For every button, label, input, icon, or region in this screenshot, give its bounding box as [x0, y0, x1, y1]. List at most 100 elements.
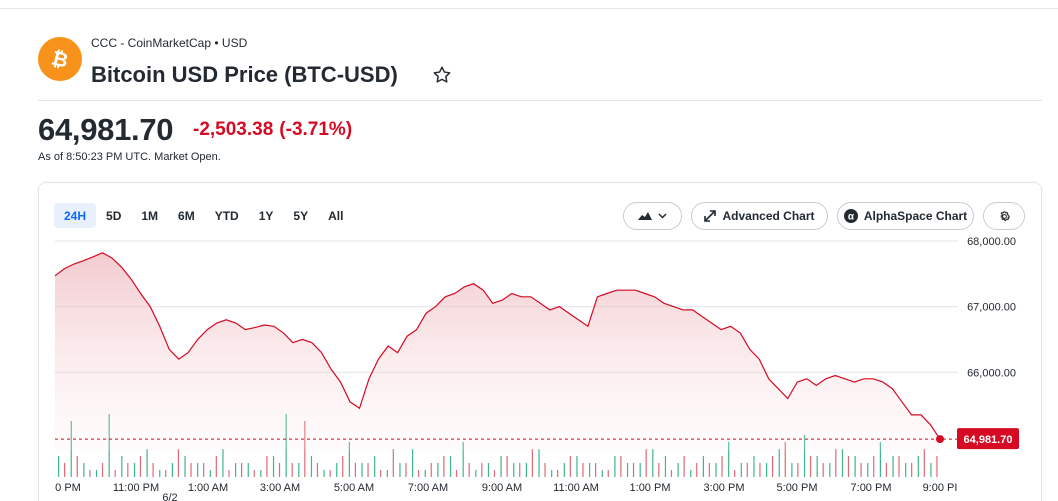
volume-bar	[159, 470, 161, 477]
volume-bar	[58, 456, 60, 477]
volume-bar	[76, 456, 78, 477]
range-all[interactable]: All	[328, 208, 344, 223]
volume-bar	[95, 470, 98, 477]
chart-settings-button[interactable]	[983, 202, 1025, 230]
market-status: As of 8:50:23 PM UTC. Market Open.	[38, 151, 221, 163]
volume-bar	[936, 456, 938, 477]
date-label: 6/2	[162, 492, 177, 501]
price-line	[54, 252, 941, 440]
x-tick-label: 5:00 AM	[334, 482, 374, 494]
chevron-down-icon	[658, 213, 667, 219]
svg-text:α: α	[848, 212, 855, 223]
volume-bar	[146, 449, 148, 477]
advanced-chart-button[interactable]: Advanced Chart	[691, 202, 828, 230]
volume-bar	[867, 463, 869, 477]
volume-bar	[253, 470, 255, 477]
volume-bar	[348, 442, 350, 477]
volume-bar	[139, 456, 142, 477]
volume-bar	[557, 470, 559, 477]
volume-bar	[519, 463, 521, 477]
expand-icon	[704, 210, 717, 222]
volume-bar	[728, 442, 730, 477]
volume-bar	[544, 463, 546, 477]
volume-bar	[803, 435, 806, 477]
x-tick-label: 3:00 AM	[260, 482, 300, 494]
watchlist-star-icon[interactable]	[431, 64, 453, 86]
volume-bar	[892, 456, 894, 477]
x-tick-label: 1:00 AM	[188, 482, 228, 494]
volume-bar	[133, 463, 136, 477]
volume-bar	[367, 463, 369, 477]
y-tick-label: 68,000.00	[967, 236, 1016, 248]
price-change-percent: (-3.71%)	[279, 119, 353, 140]
last-price-label: 64,981.70	[964, 434, 1013, 446]
volume-bar	[658, 463, 660, 477]
volume-bar	[923, 449, 925, 477]
x-tick-label: 0 PM	[55, 482, 81, 494]
volume-bar	[83, 463, 85, 477]
volume-bar	[620, 456, 622, 477]
y-tick-label: 67,000.00	[967, 302, 1016, 314]
volume-bar	[342, 456, 344, 477]
volume-bar	[759, 463, 761, 477]
volume-bar	[835, 449, 837, 477]
volume-bar	[184, 456, 186, 477]
volume-bar	[778, 449, 780, 477]
volume-bar	[506, 456, 508, 477]
top-divider	[0, 8, 1058, 9]
range-24h[interactable]: 24H	[54, 203, 97, 228]
gear-icon	[999, 210, 1010, 221]
x-tick-label: 3:00 PM	[704, 482, 745, 494]
volume-bar	[291, 463, 293, 477]
volume-bar	[664, 456, 667, 477]
volume-bar	[690, 470, 692, 477]
volume-bar	[310, 456, 313, 477]
volume-bar	[235, 463, 237, 477]
volume-bar	[626, 463, 629, 477]
volume-bar	[582, 463, 584, 477]
volume-bar	[487, 463, 490, 477]
volume-bar	[399, 463, 401, 477]
chart-type-dropdown[interactable]	[623, 202, 682, 230]
volume-bar	[114, 470, 116, 477]
volume-bar	[670, 470, 673, 477]
price-change: -2,503.38 (-3.71%)	[193, 119, 352, 141]
volume-bar	[89, 470, 91, 477]
mountain-chart-icon	[638, 212, 652, 220]
range-5d[interactable]: 5D	[106, 208, 122, 223]
volume-bar	[481, 463, 483, 477]
volume-bar	[215, 456, 217, 477]
volume-bar	[569, 456, 571, 477]
range-5y[interactable]: 5Y	[293, 208, 309, 223]
page-title: Bitcoin USD Price (BTC-USD)	[91, 62, 398, 87]
volume-bar	[905, 463, 907, 477]
volume-bar	[860, 463, 862, 477]
volume-bar	[260, 470, 262, 477]
alphaspace-icon: α	[843, 209, 858, 223]
range-selector: 24H 5D 1M 6M YTD 1Y 5Y All	[54, 203, 353, 228]
volume-bar	[632, 463, 635, 477]
volume-bar	[101, 463, 104, 477]
volume-bar	[197, 463, 199, 477]
range-ytd[interactable]: YTD	[214, 208, 239, 223]
x-tick-label: 7:00 PM	[851, 482, 892, 494]
volume-bar	[645, 449, 647, 477]
volume-bar	[336, 463, 338, 477]
range-1y[interactable]: 1Y	[258, 208, 274, 223]
last-price-badge	[957, 428, 1019, 450]
volume-bar	[873, 456, 875, 477]
y-tick-label: 66,000.00	[967, 367, 1016, 379]
volume-bar	[639, 463, 641, 477]
volume-bar	[607, 470, 609, 477]
range-6m[interactable]: 6M	[178, 208, 195, 223]
volume-bar	[589, 463, 591, 477]
volume-bar	[266, 456, 268, 477]
alphaspace-chart-button[interactable]: α AlphaSpace Chart	[837, 202, 974, 230]
volume-bar	[437, 463, 439, 477]
volume-bar	[247, 463, 249, 477]
range-1m[interactable]: 1M	[141, 208, 159, 223]
header-divider	[38, 100, 1042, 101]
volume-bar	[911, 463, 913, 477]
volume-bar	[241, 463, 243, 477]
